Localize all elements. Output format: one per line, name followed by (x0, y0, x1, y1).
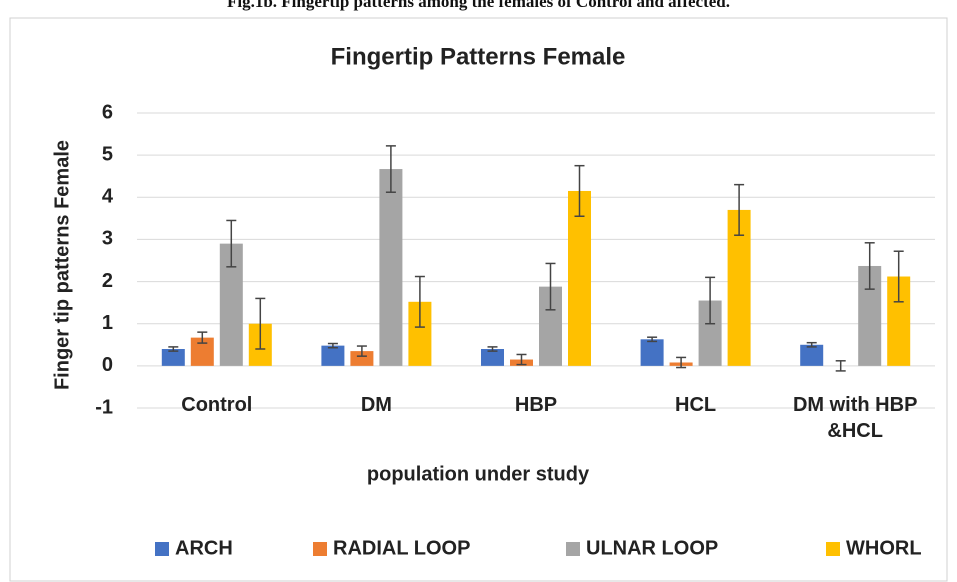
legend-label: ARCH (175, 537, 233, 559)
error-bar (197, 331, 208, 344)
legend-swatch (313, 542, 327, 556)
error-bar (893, 250, 904, 303)
bar (727, 209, 751, 366)
legend-label: WHORL (846, 537, 922, 559)
bar (379, 169, 403, 366)
bar (481, 349, 504, 366)
y-tick-label: 6 (102, 101, 113, 123)
error-bar (356, 345, 367, 357)
bar (858, 265, 882, 366)
legend-swatch (155, 542, 169, 556)
error-bar (647, 336, 658, 343)
y-tick-label: -1 (95, 396, 113, 418)
bar (698, 300, 722, 366)
y-tick-label: 5 (102, 143, 113, 165)
y-tick-label: 1 (102, 312, 113, 334)
series (248, 190, 911, 366)
bar (190, 337, 214, 366)
error-bar (835, 360, 846, 372)
error-bar (226, 219, 237, 268)
bar (887, 276, 911, 366)
bar (640, 339, 664, 366)
series (161, 339, 824, 366)
error-bar (414, 275, 425, 328)
bar (800, 344, 824, 366)
legend-swatch (566, 542, 580, 556)
legend-swatch (826, 542, 840, 556)
x-axis-title: population under study (367, 463, 590, 485)
legend-label: ULNAR LOOP (586, 537, 718, 559)
error-bar (705, 276, 716, 325)
error-bar (806, 341, 817, 348)
legend-label: RADIAL LOOP (333, 537, 470, 559)
chart-frame (9, 17, 948, 582)
error-bar (734, 183, 745, 236)
bar (539, 286, 562, 366)
x-tick-label: HBP (514, 393, 558, 416)
bar (321, 345, 345, 366)
error-bar (516, 353, 527, 366)
error-bar (574, 164, 585, 217)
x-tick-label: DM with HBP &HCL (792, 393, 918, 442)
bar (408, 301, 432, 366)
bar (350, 351, 374, 366)
figure-caption: Fig.1b. Fingertip patterns among the fem… (226, 0, 731, 11)
series (219, 169, 882, 366)
error-bar (385, 145, 396, 193)
y-tick-label: 4 (102, 186, 114, 208)
error-bar (487, 346, 498, 352)
error-bar (676, 356, 687, 369)
error-bar (327, 342, 338, 349)
error-bar (168, 346, 179, 352)
error-bar (255, 297, 266, 350)
error-bar (864, 242, 875, 290)
x-tick-label: Control (181, 393, 253, 416)
bar (219, 243, 243, 366)
y-tick-label: 2 (102, 270, 113, 292)
bar (161, 349, 185, 366)
x-tick-label: HCL (675, 393, 717, 416)
bar (568, 190, 591, 366)
y-tick-label: 3 (102, 228, 113, 250)
chart-title: Fingertip Patterns Female (331, 43, 626, 70)
y-axis-title: Finger tip patterns Female (51, 140, 73, 390)
x-tick-label: DM (360, 393, 392, 416)
y-tick-label: 0 (102, 354, 113, 376)
error-bar (545, 262, 556, 311)
